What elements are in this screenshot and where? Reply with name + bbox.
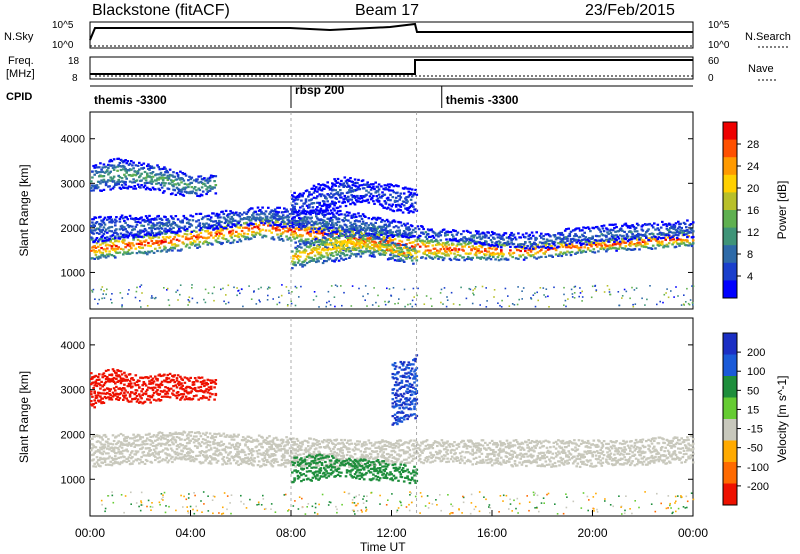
colorbar-tick-label: 50 [747, 385, 759, 397]
site-title: Blackstone (fitACF) [92, 2, 230, 19]
nsky-line [89, 22, 693, 41]
colorbar-tick-label: 12 [747, 227, 759, 239]
nsky-tick-top: 10^5 [52, 20, 74, 31]
y-tick-label: 1000 [61, 474, 85, 486]
freq-label: Freq. [8, 55, 34, 67]
power-panel: 1000 2000 3000 4000 Slant Range [km] [17, 111, 695, 310]
x-tick-label: 00:00 [75, 526, 105, 540]
cpid-label: CPID [6, 91, 32, 103]
colorbar-tick-label: -200 [747, 481, 769, 493]
colorbar-title: Power [dB] [775, 181, 789, 240]
x-tick-label: 16:00 [477, 526, 507, 540]
x-tick-label: 00:00 [678, 526, 708, 540]
y-tick-label: 2000 [61, 223, 85, 235]
nave-label: Nave [748, 63, 774, 75]
colorbar-tick-label: 24 [747, 161, 759, 173]
nsearch-tick-bottom: 10^0 [708, 40, 730, 51]
colorbar-tick-label: -15 [747, 424, 763, 436]
y-tick-label: 4000 [61, 134, 85, 146]
nsearch-tick-top: 10^5 [708, 20, 730, 31]
y-axis-title: Slant Range [km] [17, 371, 31, 463]
nsky-label: N.Sky [4, 31, 34, 43]
colorbar-tick-label: 200 [747, 347, 765, 359]
freq-strip [89, 56, 694, 80]
colorbar-tick-label: 20 [747, 183, 759, 195]
velocity-colorbar: 200 100 50 15 -15 -50 -100 -200 Velocity [m s^-1… [722, 332, 789, 506]
colorbar-tick-label: 100 [747, 366, 765, 378]
colorbar-tick-label: 28 [747, 139, 759, 151]
colorbar-title: Velocity [m s^-1] [775, 376, 789, 463]
cpid-segment-label: themis -3300 [94, 93, 167, 107]
freq-tick-bottom: 8 [72, 73, 78, 84]
y-tick-label: 3000 [61, 385, 85, 397]
nave-tick-top: 60 [708, 56, 720, 67]
freq-unit: [MHz] [6, 68, 35, 80]
beam-title: Beam 17 [355, 2, 419, 19]
x-tick-label: 08:00 [276, 526, 306, 540]
colorbar-tick-label: -100 [747, 462, 769, 474]
x-tick-label: 20:00 [577, 526, 607, 540]
colorbar-tick-label: 4 [747, 271, 753, 283]
heatmap-cells [90, 354, 695, 515]
time-axis: 00:00 04:00 08:00 12:00 16:00 20:00 00:00 [75, 510, 708, 540]
colorbar-tick-label: 16 [747, 205, 759, 217]
velocity-panel: 1000 2000 3000 4000 Slant Range [km] [17, 317, 695, 517]
power-colorbar: 28 24 20 16 12 8 4 Power [dB] [722, 121, 789, 299]
date-title: 23/Feb/2015 [585, 2, 675, 19]
noise-strip [89, 21, 694, 49]
freq-line [90, 59, 693, 75]
x-tick-label: 04:00 [175, 526, 205, 540]
y-tick-label: 1000 [61, 267, 85, 279]
heatmap-cells [90, 157, 695, 308]
cpid-segments: themis -3300 rbsp 200 themis -3300 [94, 83, 519, 108]
colorbar-tick-label: 8 [747, 249, 753, 261]
cpid-segment-label: themis -3300 [446, 93, 519, 107]
nsky-tick-bottom: 10^0 [52, 40, 74, 51]
freq-tick-top: 18 [68, 56, 80, 67]
y-tick-label: 3000 [61, 178, 85, 190]
colorbar-tick-label: 15 [747, 404, 759, 416]
xaxis-title: Time UT [360, 540, 406, 554]
nave-tick-bottom: 0 [708, 73, 714, 84]
nsearch-label: N.Search [745, 31, 791, 43]
y-tick-label: 2000 [61, 429, 85, 441]
x-tick-label: 12:00 [376, 526, 406, 540]
cpid-segment-label: rbsp 200 [295, 83, 345, 97]
y-tick-label: 4000 [61, 340, 85, 352]
colorbar-tick-label: -50 [747, 443, 763, 455]
y-axis-title: Slant Range [km] [17, 164, 31, 256]
